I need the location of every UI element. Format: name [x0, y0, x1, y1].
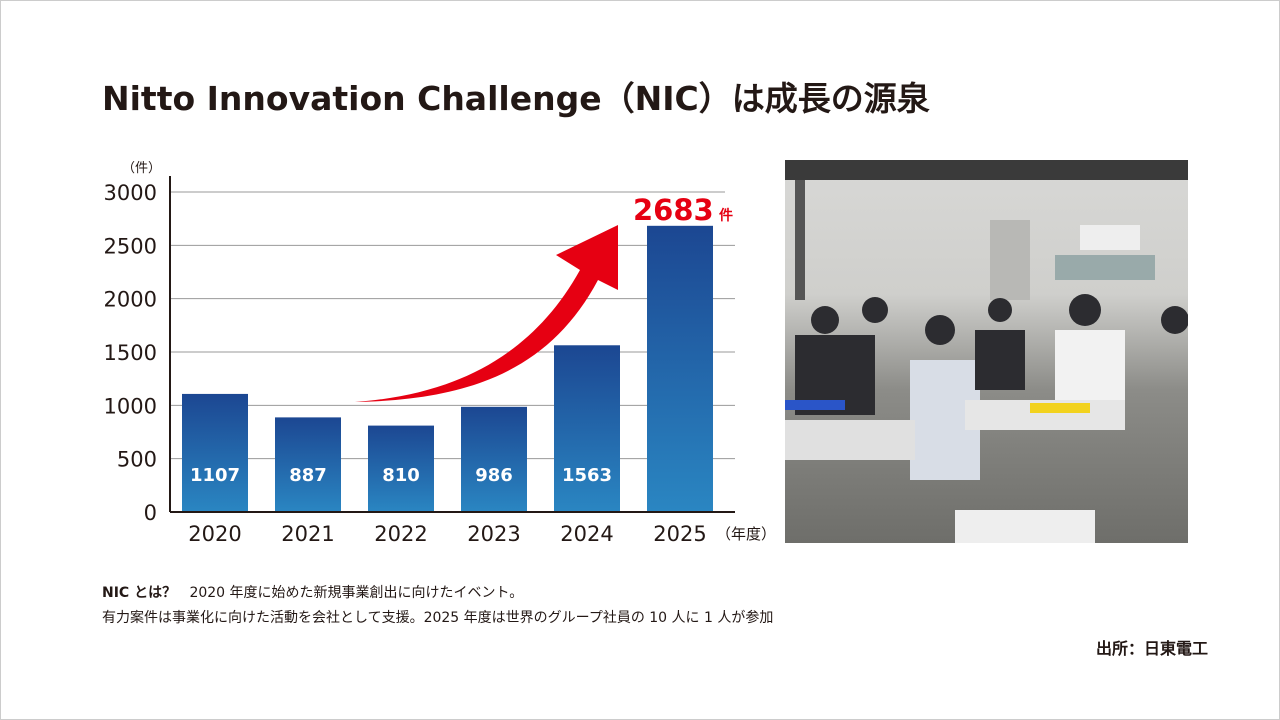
y-axis-unit: （件） — [122, 161, 161, 176]
x-tick-label: 2020 — [188, 522, 241, 546]
note-label: NIC とは？ — [102, 585, 177, 601]
bar-2020 — [182, 393, 248, 512]
data-label: 1107 — [190, 465, 240, 486]
note-text-1: 2020 年度に始めた新規事業創出に向けたイベント。 — [189, 585, 524, 601]
page-title: Nitto Innovation Challenge（NIC）は成長の源泉 — [102, 79, 930, 118]
x-tick-label: 2025 — [653, 522, 706, 546]
bar-2024 — [554, 345, 620, 512]
note-line-1: NIC とは？ 2020 年度に始めた新規事業創出に向けたイベント。 — [102, 582, 523, 602]
data-label: 887 — [289, 465, 327, 486]
x-tick-label: 2023 — [467, 522, 520, 546]
note-text-2: 有力案件は事業化に向けた活動を会社として支援。2025 年度は世界のグループ社員… — [102, 610, 774, 626]
data-label: 810 — [382, 465, 420, 486]
bar-2023 — [461, 406, 527, 512]
y-tick-label: 1000 — [104, 394, 157, 418]
growth-arrow-icon — [355, 225, 618, 402]
data-label: 986 — [475, 465, 513, 486]
x-tick-label: 2024 — [560, 522, 613, 546]
x-axis-unit: （年度） — [716, 525, 776, 543]
y-tick-label: 500 — [117, 448, 157, 472]
y-tick-label: 3000 — [104, 181, 157, 205]
bar-2022 — [368, 425, 434, 512]
bar-2025 — [647, 225, 713, 512]
y-tick-label: 0 — [144, 501, 157, 525]
data-label: 1563 — [562, 465, 612, 486]
x-tick-label: 2022 — [374, 522, 427, 546]
bar-chart: 0 500 1000 1500 2000 2500 3000 （件） 2020 1107 2021 8… — [104, 161, 776, 546]
event-audience-photo — [785, 160, 1188, 543]
bar-2021 — [275, 417, 341, 512]
highlight-unit: 件 — [719, 207, 733, 224]
source-credit: 出所：日東電工 — [1095, 639, 1208, 658]
highlight-value: 2683 — [633, 193, 714, 227]
y-tick-label: 2500 — [104, 234, 157, 258]
y-tick-label: 1500 — [104, 341, 157, 365]
y-tick-label: 2000 — [104, 288, 157, 312]
x-tick-label: 2021 — [281, 522, 334, 546]
